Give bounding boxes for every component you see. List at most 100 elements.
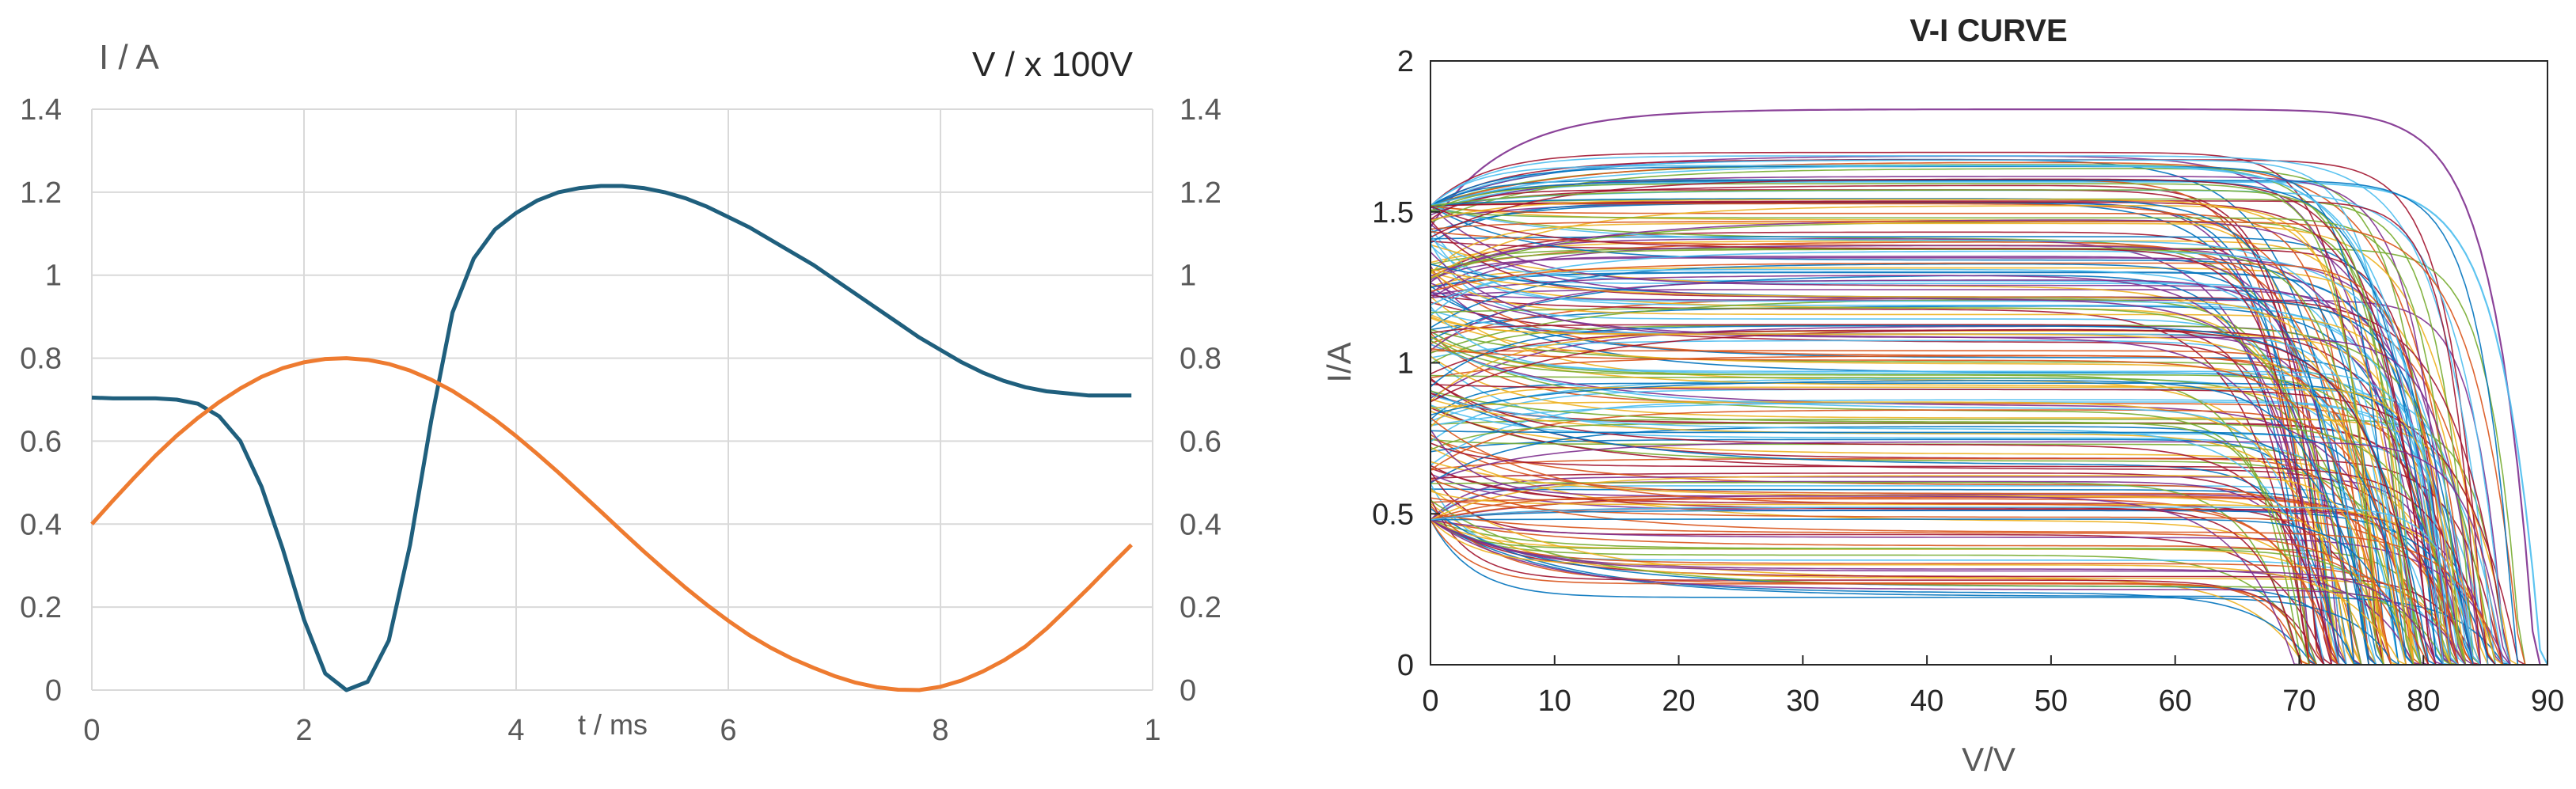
left-y2-tick-label: 0.2 [1180,591,1222,624]
right-vi-curve [1430,224,2362,666]
left-x-tick-label: 6 [720,714,736,747]
right-vi-curve [1430,519,2399,666]
right-vi-curve [1430,331,2467,666]
right-vi-curve [1430,108,2541,666]
left-series-group [90,184,1133,692]
right-vi-curve [1430,475,2392,666]
right-chart: 0 10 20 30 40 50 60 70 80 90 00.511.52 V-I CURVE … [1320,13,2564,778]
left-y2-tick-label: 0.4 [1180,508,1222,541]
left-gridlines [91,108,1153,691]
right-vi-curve [1430,165,2459,666]
right-vi-curve [1430,518,2415,666]
right-vi-curve [1430,430,2415,666]
right-vi-curve [1430,268,2415,666]
right-vi-curve [1430,248,2384,666]
right-y-tick-labels: 0 0.5 1 1.5 2 [1372,45,1440,682]
right-vi-curve [1430,401,2362,666]
left-x-tick-label: 2 [295,714,312,747]
right-vi-curve [1430,268,2377,666]
left-y-tick-label: 0 [45,674,62,707]
right-vi-curve [1430,394,2340,666]
right-vi-curve [1430,513,2430,666]
left-x-tick-label: 8 [932,714,948,747]
right-curve-family [1430,108,2548,666]
right-vi-curve [1430,279,2362,666]
right-vi-curve [1430,159,2422,666]
right-vi-curve [1430,222,2496,666]
left-y2-tick-label: 0.6 [1180,425,1222,458]
right-vi-curve [1430,233,2474,666]
right-vi-curve [1430,199,2415,666]
left-y2-tick-label: 1 [1180,260,1196,293]
right-vi-curve [1430,151,2384,666]
left-y-tick-label: 0.2 [20,591,62,624]
right-vi-curve [1430,236,2452,666]
right-y-tick-label: 0.5 [1372,498,1414,531]
right-vi-curve [1430,505,2310,666]
right-vi-curve [1430,510,2496,666]
left-series-line-current [91,184,1132,692]
right-y-tick-label: 0 [1397,649,1414,682]
right-vi-curve [1430,221,2526,666]
right-vi-curve [1430,184,2332,666]
right-vi-curve [1430,519,2422,666]
left-y-tick-label: 0.4 [20,508,62,541]
right-vi-curve [1430,336,2452,666]
right-vi-curve [1430,161,2474,666]
right-vi-curve [1430,488,2467,666]
right-vi-curve [1430,262,2459,666]
right-vi-curve [1430,316,2407,666]
right-vi-curve [1430,423,2467,666]
right-vi-curve [1430,472,2347,666]
right-vi-curve [1430,324,2437,666]
left-y2-tick-label: 1.2 [1180,176,1222,210]
right-x-tick-label: 30 [1786,685,1819,718]
right-x-tick-label: 80 [2407,685,2440,718]
left-y-tick-label: 1.4 [20,93,62,127]
left-y-tick-labels: 0 0.2 0.4 0.6 0.8 1 1.2 1.4 [20,93,62,707]
left-y2-tick-labels: 0 0.2 0.4 0.6 0.8 1 1.2 1.4 [1180,93,1222,707]
right-x-tick-labels: 0 10 20 30 40 50 60 70 80 90 [1422,655,2564,718]
right-vi-curve [1430,442,2496,666]
right-vi-curve [1430,429,2302,666]
right-vi-curve [1430,355,2518,666]
right-chart-title: V-I CURVE [1909,13,2067,48]
right-y-axis-label: I/A [1320,342,1358,382]
right-x-tick-label: 50 [2035,685,2068,718]
left-x-tick-label: 0 [83,714,100,747]
right-vi-curve [1430,189,2415,666]
right-vi-curve [1430,328,2430,666]
left-x-tick-label: 4 [507,714,524,747]
left-y-tick-label: 1 [45,260,62,293]
right-vi-curve [1430,507,2317,666]
right-vi-curve [1430,519,2444,666]
left-y2-tick-label: 0.8 [1180,343,1222,376]
right-vi-curve [1430,305,2467,666]
right-vi-curve [1430,205,2325,666]
left-y-tick-label: 1.2 [20,176,62,210]
right-vi-curve [1430,386,2467,666]
right-vi-curve [1430,441,2511,666]
right-vi-curve [1430,178,2437,666]
right-vi-curve [1430,267,2489,666]
right-y-tick-label: 2 [1397,45,1414,78]
right-y-tick-label: 1.5 [1372,196,1414,229]
right-vi-curve [1430,389,2347,666]
right-vi-curve [1430,336,2422,666]
right-vi-curve [1430,379,2340,666]
right-vi-curve [1430,343,2325,666]
left-y2-tick-label: 0 [1180,674,1196,707]
right-vi-curve [1430,237,2325,666]
right-y-tick-label: 1 [1397,347,1414,381]
right-vi-curve [1430,183,2384,666]
left-y-tick-label: 0.8 [20,343,62,376]
right-x-tick-label: 60 [2159,685,2192,718]
right-x-tick-label: 90 [2531,685,2564,718]
left-series-line-voltage [90,356,1133,692]
right-vi-curve [1430,446,2362,666]
right-vi-curve [1430,496,2437,666]
right-vi-curve [1430,263,2369,666]
right-vi-curve [1430,205,2369,666]
right-vi-curve [1430,417,2340,666]
